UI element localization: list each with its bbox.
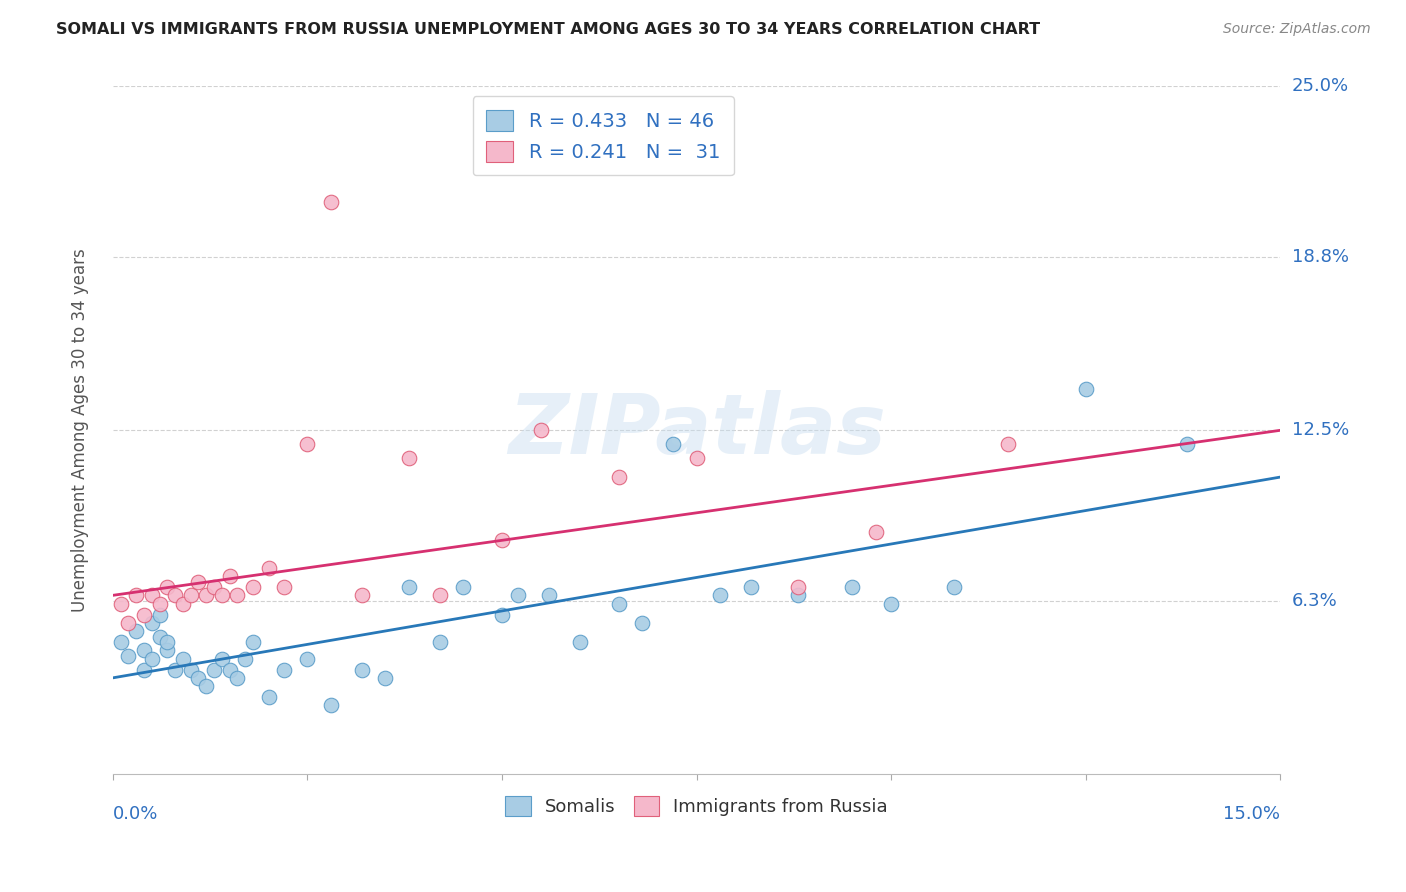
Point xyxy=(132,643,155,657)
Point xyxy=(165,663,187,677)
Text: SOMALI VS IMMIGRANTS FROM RUSSIA UNEMPLOYMENT AMONG AGES 30 TO 34 YEARS CORRELAT: SOMALI VS IMMIGRANTS FROM RUSSIA UNEMPLO… xyxy=(56,22,1040,37)
Point xyxy=(125,624,148,638)
Point xyxy=(398,580,420,594)
Point xyxy=(880,597,903,611)
Point xyxy=(786,580,808,594)
Point xyxy=(202,663,225,677)
Point xyxy=(117,615,139,630)
Point xyxy=(226,588,249,602)
Point xyxy=(865,524,887,539)
Point xyxy=(429,635,451,649)
Point xyxy=(319,698,342,713)
Point xyxy=(506,588,529,602)
Point xyxy=(233,651,256,665)
Point xyxy=(180,663,202,677)
Point xyxy=(218,569,240,583)
Point xyxy=(180,588,202,602)
Point xyxy=(148,630,170,644)
Text: 25.0%: 25.0% xyxy=(1292,78,1348,95)
Point xyxy=(172,651,194,665)
Point xyxy=(257,690,280,705)
Point xyxy=(786,588,808,602)
Point xyxy=(187,671,209,685)
Point xyxy=(202,580,225,594)
Point xyxy=(398,450,420,465)
Point xyxy=(297,437,319,451)
Text: 18.8%: 18.8% xyxy=(1292,248,1348,266)
Point xyxy=(132,607,155,622)
Point xyxy=(226,671,249,685)
Point xyxy=(607,470,630,484)
Point xyxy=(242,580,264,594)
Y-axis label: Unemployment Among Ages 30 to 34 years: Unemployment Among Ages 30 to 34 years xyxy=(72,248,89,612)
Point xyxy=(607,597,630,611)
Point xyxy=(132,663,155,677)
Point xyxy=(273,580,295,594)
Point xyxy=(942,580,965,594)
Point xyxy=(195,679,218,693)
Point xyxy=(165,588,187,602)
Point xyxy=(156,635,179,649)
Point xyxy=(148,607,170,622)
Point xyxy=(187,574,209,589)
Point xyxy=(117,648,139,663)
Point xyxy=(491,533,513,548)
Point xyxy=(211,588,233,602)
Point xyxy=(156,643,179,657)
Point xyxy=(740,580,762,594)
Point xyxy=(491,607,513,622)
Point xyxy=(662,437,685,451)
Point xyxy=(110,597,132,611)
Point xyxy=(141,615,163,630)
Point xyxy=(350,663,373,677)
Point xyxy=(709,588,731,602)
Point xyxy=(631,615,654,630)
Point xyxy=(530,423,553,437)
Text: ZIPatlas: ZIPatlas xyxy=(508,390,886,471)
Point xyxy=(1074,382,1097,396)
Point xyxy=(319,194,342,209)
Point xyxy=(997,437,1019,451)
Point xyxy=(141,588,163,602)
Point xyxy=(218,663,240,677)
Point xyxy=(1175,437,1198,451)
Text: 6.3%: 6.3% xyxy=(1292,591,1337,610)
Legend: Somalis, Immigrants from Russia: Somalis, Immigrants from Russia xyxy=(498,789,896,823)
Point xyxy=(685,450,707,465)
Text: 0.0%: 0.0% xyxy=(112,805,159,822)
Point xyxy=(172,597,194,611)
Point xyxy=(257,561,280,575)
Text: Source: ZipAtlas.com: Source: ZipAtlas.com xyxy=(1223,22,1371,37)
Point xyxy=(141,651,163,665)
Point xyxy=(273,663,295,677)
Point xyxy=(429,588,451,602)
Point xyxy=(242,635,264,649)
Point xyxy=(350,588,373,602)
Point xyxy=(841,580,863,594)
Point xyxy=(374,671,396,685)
Point xyxy=(451,580,474,594)
Point xyxy=(297,651,319,665)
Point xyxy=(148,597,170,611)
Point xyxy=(125,588,148,602)
Point xyxy=(156,580,179,594)
Point xyxy=(110,635,132,649)
Text: 15.0%: 15.0% xyxy=(1223,805,1281,822)
Point xyxy=(537,588,560,602)
Point xyxy=(568,635,591,649)
Text: 12.5%: 12.5% xyxy=(1292,421,1348,439)
Point xyxy=(195,588,218,602)
Point xyxy=(211,651,233,665)
